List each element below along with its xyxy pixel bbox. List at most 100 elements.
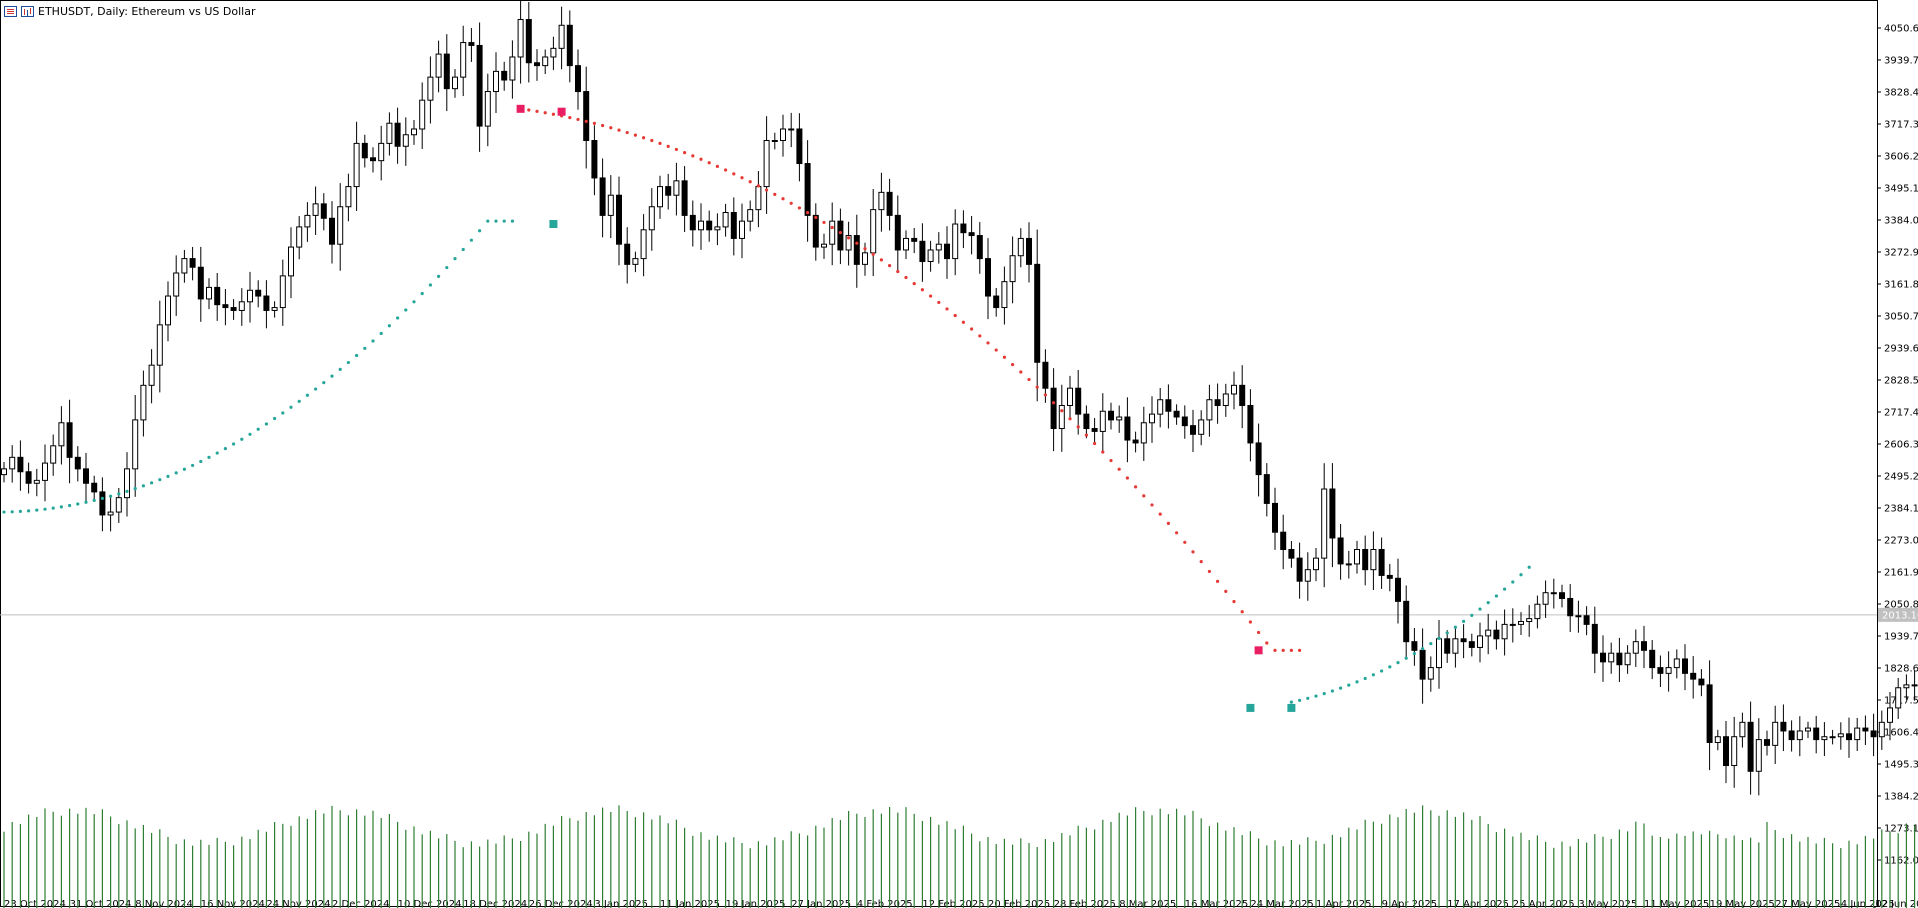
candle-bear: [1296, 557, 1303, 582]
candle-bull: [419, 99, 426, 130]
x-tick-label: 26 Dec 2024: [529, 899, 593, 908]
candle-bear: [1050, 387, 1057, 430]
candle-bull: [1140, 422, 1147, 444]
sar-dot-up: [1306, 696, 1310, 700]
sar-dot-up: [182, 467, 186, 471]
sar-dot-up: [199, 459, 203, 464]
sar-dot-down: [715, 164, 720, 168]
sar-dot-down: [1257, 630, 1261, 635]
y-tick-label: 2717.40: [1884, 408, 1918, 419]
candle-bull: [353, 142, 360, 188]
sar-dot-up: [76, 502, 80, 506]
candle-bear: [230, 307, 237, 311]
plot-frame: [0, 0, 1878, 907]
candle-bear: [1870, 730, 1877, 738]
candle-bull: [714, 226, 721, 231]
candle-bull: [542, 56, 549, 67]
candle-bull: [312, 203, 319, 216]
candle-bull: [1542, 592, 1549, 605]
sar-dot-down: [1019, 370, 1023, 374]
candle-bull: [607, 194, 614, 216]
candle-bear: [681, 180, 688, 216]
candle-bear: [1600, 652, 1606, 663]
candle-bull: [1149, 413, 1155, 424]
y-tick-label: 3495.10: [1884, 184, 1918, 195]
sar-dot-down: [937, 300, 941, 305]
y-tick-label: 2384.10: [1884, 504, 1918, 515]
candle-bear: [1468, 641, 1475, 648]
candle-bear: [1583, 615, 1590, 625]
candle-bear: [1108, 410, 1114, 421]
sar-flip-marker-up: [549, 220, 558, 229]
candle-bear: [796, 128, 803, 165]
sar-dot-up: [191, 463, 195, 468]
sar-dot-down: [527, 108, 531, 112]
current-price-label: 2013.10: [1882, 610, 1918, 621]
sar-dot-down: [691, 154, 695, 158]
y-tick-label: 3939.70: [1884, 55, 1918, 66]
sar-dot-up: [289, 405, 293, 409]
candle-bear: [534, 62, 540, 67]
candle-bear: [575, 65, 581, 93]
candle-bear: [689, 214, 696, 231]
candle-bear: [1444, 638, 1451, 654]
sar-dot-down: [1117, 467, 1121, 471]
candle-bear: [665, 186, 672, 196]
candle-bull: [550, 47, 557, 58]
sar-dot-down: [765, 188, 769, 192]
x-tick-label: 16 Nov 2024: [201, 899, 265, 908]
chart-title: ETHUSDT, Daily: Ethereum vs US Dollar: [38, 4, 256, 18]
candle-bear: [1493, 629, 1500, 640]
candle-bear: [214, 286, 221, 306]
sar-dot-down: [797, 206, 802, 210]
candle-bear: [1706, 684, 1713, 743]
sar-dot-up: [43, 507, 47, 511]
candle-bear: [1181, 416, 1188, 427]
sar-dot-up: [51, 506, 55, 510]
sar-dot-down: [1281, 648, 1285, 652]
sar-dot-up: [1462, 619, 1466, 624]
candle-bull: [821, 243, 827, 248]
candle-bear: [320, 203, 327, 219]
candle-bull: [181, 258, 188, 274]
y-tick-label: 1162.00: [1884, 856, 1918, 867]
sar-dot-down: [994, 348, 998, 352]
sar-dot-up: [502, 219, 506, 223]
candle-bull: [1198, 419, 1205, 435]
candle-bear: [468, 42, 475, 46]
candle-bull: [903, 237, 909, 251]
chart-type-icon[interactable]: [21, 5, 34, 17]
candle-bear: [1132, 439, 1139, 444]
candle-bull: [1887, 707, 1893, 723]
chart-header: ETHUSDT, Daily: Ethereum vs US Dollar: [4, 2, 255, 20]
candle-bear: [1682, 658, 1688, 674]
candle-bull: [427, 76, 434, 101]
y-tick-label: 2828.50: [1884, 376, 1918, 387]
sar-dot-up: [1519, 573, 1523, 577]
candle-bull: [1731, 736, 1738, 767]
sar-dot-down: [1076, 425, 1080, 429]
sar-dot-up: [1355, 680, 1359, 684]
sar-dot-up: [240, 437, 244, 441]
candle-bear: [197, 266, 204, 300]
candle-bull: [42, 462, 48, 481]
sar-dot-up: [1347, 683, 1351, 687]
candle-bear: [1329, 488, 1336, 539]
candle-bear: [1616, 652, 1623, 666]
candle-bull: [1575, 615, 1582, 618]
candle-bear: [1698, 678, 1705, 686]
candle-bull: [640, 229, 647, 260]
symbol-list-icon[interactable]: [4, 5, 17, 17]
candle-bear: [616, 194, 622, 245]
x-tick-label: 24 Nov 2024: [266, 899, 330, 908]
sar-dot-down: [978, 334, 982, 338]
candle-bull: [1231, 384, 1237, 395]
sar-dot-up: [486, 219, 490, 223]
candle-bear: [66, 422, 73, 458]
sar-dot-down: [543, 111, 547, 115]
candle-bull: [517, 19, 524, 58]
sar-dot-down: [1298, 648, 1302, 652]
sar-dot-up: [150, 481, 154, 485]
